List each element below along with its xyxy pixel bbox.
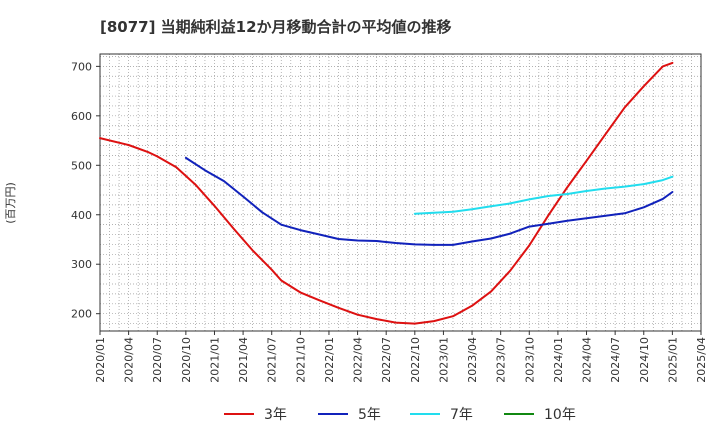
x-tick-label: 2022/10 <box>409 337 422 383</box>
chart-title: [8077] 当期純利益12か月移動合計の平均値の推移 <box>100 18 452 36</box>
x-tick-label: 2020/01 <box>94 337 107 383</box>
series-line-2 <box>184 156 674 246</box>
x-tick-label: 2024/10 <box>638 337 651 383</box>
grid-lines <box>100 54 701 331</box>
legend: 3年 5年 7年 10年 <box>224 407 576 423</box>
x-tick-label: 2024/07 <box>609 337 622 383</box>
y-axis-label: (百万円) <box>4 182 17 224</box>
x-tick-label: 2023/04 <box>466 337 479 383</box>
y-tick-label: 600 <box>71 110 92 123</box>
x-tick-label: 2021/01 <box>208 337 221 383</box>
series-line-3 <box>413 175 674 215</box>
x-tick-label: 2021/07 <box>266 337 279 383</box>
x-tick-label: 2025/01 <box>666 337 679 383</box>
legend-label: 7年 <box>450 407 473 423</box>
x-tick-label: 2020/04 <box>123 337 136 383</box>
x-tick-label: 2023/01 <box>437 337 450 383</box>
y-tick-label: 300 <box>71 258 92 271</box>
x-axis-ticks: 2020/01 2020/04 2020/07 2020/10 2021/01 2021/… <box>94 331 708 383</box>
x-tick-label: 2022/04 <box>352 337 365 383</box>
x-tick-label: 2024/04 <box>581 337 594 383</box>
y-tick-label: 700 <box>71 60 92 73</box>
legend-label: 3年 <box>264 407 287 423</box>
y-tick-label: 400 <box>71 209 92 222</box>
x-tick-label: 2020/10 <box>180 337 193 383</box>
y-tick-label: 200 <box>71 308 92 321</box>
y-axis-ticks: 200 300 400 500 600 700 <box>71 60 100 321</box>
series-line-1 <box>99 61 674 325</box>
x-tick-label: 2022/07 <box>380 337 393 383</box>
plot-area-border <box>99 53 702 332</box>
x-tick-label: 2025/04 <box>695 337 708 383</box>
x-tick-label: 2023/10 <box>523 337 536 383</box>
series-lines <box>99 61 674 325</box>
x-tick-label: 2023/07 <box>495 337 508 383</box>
legend-label: 5年 <box>358 407 381 423</box>
x-tick-label: 2020/07 <box>151 337 164 383</box>
x-tick-label: 2022/01 <box>323 337 336 383</box>
x-tick-label: 2021/04 <box>237 337 250 383</box>
x-tick-label: 2024/01 <box>552 337 565 383</box>
x-tick-label: 2021/10 <box>294 337 307 383</box>
y-tick-label: 500 <box>71 159 92 172</box>
legend-label: 10年 <box>544 407 576 423</box>
